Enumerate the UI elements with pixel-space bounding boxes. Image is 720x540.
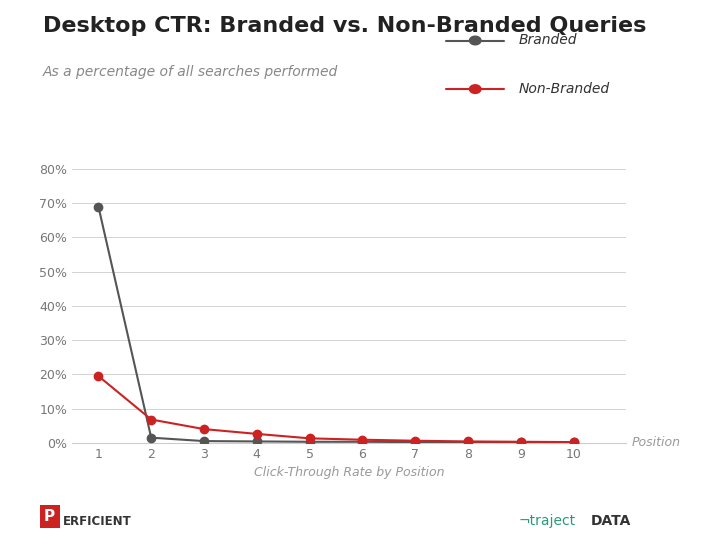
Text: Branded: Branded [518, 33, 577, 48]
Text: ¬traject: ¬traject [518, 514, 575, 528]
Text: Desktop CTR: Branded vs. Non-Branded Queries: Desktop CTR: Branded vs. Non-Branded Que… [43, 16, 647, 36]
Text: P: P [44, 509, 55, 524]
Text: DATA: DATA [590, 514, 631, 528]
Text: Non-Branded: Non-Branded [518, 82, 610, 96]
Text: Position: Position [632, 436, 681, 449]
X-axis label: Click-Through Rate by Position: Click-Through Rate by Position [254, 466, 444, 479]
Text: ERFICIENT: ERFICIENT [63, 515, 132, 528]
Text: As a percentage of all searches performed: As a percentage of all searches performe… [43, 65, 338, 79]
